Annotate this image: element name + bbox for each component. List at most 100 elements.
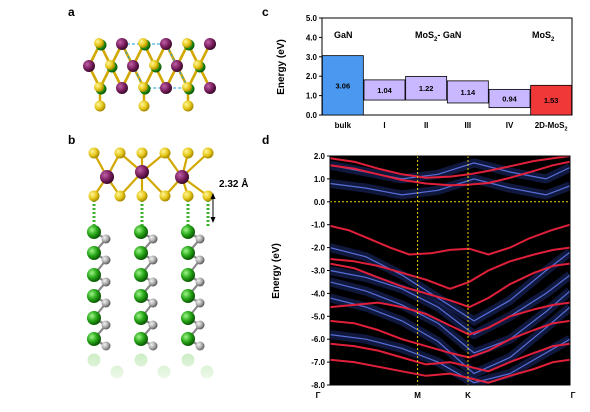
kpoint-label: M [414,391,421,400]
band-bar [321,55,364,116]
band-gap-label: 0.94 [502,95,517,104]
molybdenum-atom [116,82,128,94]
gallium-atom [181,332,195,346]
chart-c-yticks: 0.0 1.0 2.0 3.0 4.0 5.0 [306,14,322,120]
ytick-label: 2.0 [306,72,318,81]
sulfur-atom [149,60,159,70]
sulfur-atom [138,38,148,48]
gallium-atom [134,289,148,303]
sulfur-atom [94,38,104,48]
category-label: II [424,121,428,130]
band-gap-label: 3.06 [336,81,351,90]
band-bar [488,88,531,109]
molybdenum-atom [83,60,95,72]
ytick-label: 3.0 [306,53,318,62]
kpoint-label: K [465,391,471,400]
projected-band [330,269,570,336]
sulfur-atom [88,190,100,202]
ytick-label: -2.0 [311,244,325,253]
gallium-atom [87,268,101,282]
projected-band [330,334,570,384]
sulfur-atom [114,147,126,159]
electronic-band [330,262,570,309]
sulfur-atom [136,190,148,202]
band-gap-label: 1.22 [419,84,434,93]
sulfur-atom [136,147,148,159]
gallium-atom [134,311,148,325]
molybdenum-atom [135,165,149,179]
electronic-band [330,358,570,384]
nitrogen-atom [195,277,205,287]
ytick-label: -4.0 [311,289,325,298]
nitrogen-atom [101,277,111,287]
electronic-band [330,160,570,187]
molybdenum-atom [160,82,172,94]
band-gap-label: 1.14 [461,88,476,97]
category-label: bulk [335,121,352,130]
chart-d-background [330,156,570,385]
group-label-heterostructure: MoS2- GaN [415,30,461,43]
kpoint-label: Γ [571,391,576,400]
gallium-atom [134,246,148,260]
nitrogen-atom [148,277,158,287]
ytick-label: 2.0 [314,152,326,161]
ytick-label: -6.0 [311,335,325,344]
gallium-atom [87,311,101,325]
electronic-band [330,223,570,256]
sulfur-atom [182,147,194,159]
band-bar [446,80,489,104]
molybdenum-atom [175,170,189,184]
group-label-mos2: MoS2 [532,30,555,43]
chart-d-guides [330,156,570,385]
sulfur-atom [105,60,115,70]
panel-label-d: d [262,133,269,147]
band-gap-label: 1.04 [377,86,392,95]
projected-band [330,281,570,354]
gallium-atom [134,268,148,282]
nitrogen-atom [101,298,111,308]
ytick-label: 1.0 [314,175,326,184]
chart-c-ylabel: Energy (eV) [276,39,287,95]
band-bar [363,79,406,101]
nitrogen-atom [101,255,111,265]
ytick-label: -3.0 [311,267,325,276]
gallium-atom [181,311,195,325]
ytick-label: -5.0 [311,312,325,321]
sulfur-atom [94,82,104,92]
sulfur-atom [88,147,100,159]
sulfur-atom [94,100,106,112]
ytick-label: 4.0 [306,33,318,42]
fade-overlay [80,345,220,385]
category-label: III [464,121,471,130]
gallium-atom [181,225,195,239]
electronic-band [330,301,570,336]
nitrogen-atom [148,234,158,244]
gallium-atom [181,246,195,260]
sulfur-atom [182,100,194,112]
band-bar [530,84,573,116]
kpoint-label: Γ [316,391,321,400]
sulfur-atom [182,190,194,202]
structure-top-view [83,38,216,112]
electronic-band [330,342,570,373]
chart-c-categories: bulk I II III IV 2D-MoS2 [335,121,568,133]
nitrogen-atom [101,234,111,244]
gallium-atom [87,246,101,260]
sulfur-atom [114,190,126,202]
ytick-label: -1.0 [311,221,325,230]
band-alignment-chart: 0.0 1.0 2.0 3.0 4.0 5.0 3.06 1.04 1.22 1.14 0.94 1… [276,14,573,133]
chart-d-bands [330,156,570,384]
ytick-label: 5.0 [306,14,318,23]
group-label-gan: GaN [334,30,353,40]
molybdenum-atom [127,60,139,72]
sulfur-atom [202,147,214,159]
chart-c-bars: 3.06 1.04 1.22 1.14 0.94 1.53 [321,55,573,116]
nitrogen-atom [148,298,158,308]
ytick-label: 0.0 [314,198,326,207]
nitrogen-atom [195,320,205,330]
gallium-atom [134,332,148,346]
sulfur-atom [159,147,171,159]
band-bar [405,75,448,101]
